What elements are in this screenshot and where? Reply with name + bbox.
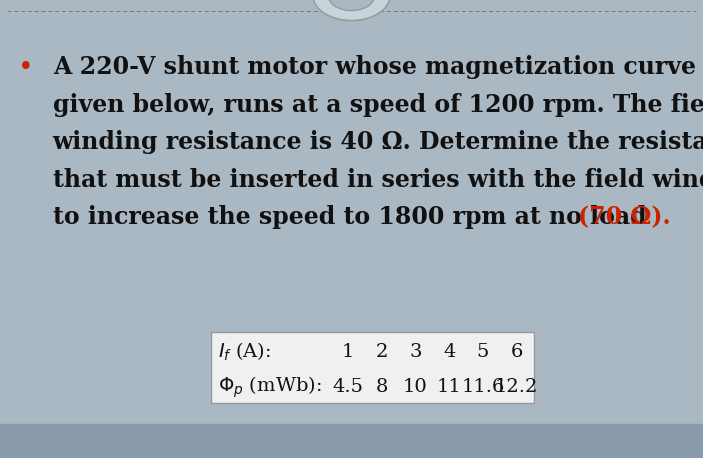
Text: 11.6: 11.6: [461, 378, 505, 397]
Text: •: •: [18, 55, 33, 80]
Text: 3: 3: [409, 343, 422, 361]
Text: 11: 11: [437, 378, 462, 397]
FancyBboxPatch shape: [211, 332, 534, 403]
Text: 5: 5: [477, 343, 489, 361]
Text: 6: 6: [510, 343, 523, 361]
Text: that must be inserted in series with the field winding: that must be inserted in series with the…: [53, 168, 703, 191]
Text: 1: 1: [342, 343, 354, 361]
Text: 4.5: 4.5: [333, 378, 363, 397]
Circle shape: [328, 0, 375, 11]
Text: A 220-V shunt motor whose magnetization curve is: A 220-V shunt motor whose magnetization …: [53, 55, 703, 79]
Text: 8: 8: [375, 378, 388, 397]
Text: winding resistance is 40 Ω. Determine the resistance: winding resistance is 40 Ω. Determine th…: [53, 130, 703, 154]
Text: 4: 4: [443, 343, 456, 361]
Text: 10: 10: [403, 378, 428, 397]
Text: (70 Ω).: (70 Ω).: [578, 205, 671, 229]
Text: $\mathit{\Phi_p}$ (mWb):: $\mathit{\Phi_p}$ (mWb):: [218, 375, 321, 400]
Circle shape: [313, 0, 390, 21]
FancyBboxPatch shape: [0, 424, 703, 458]
Text: 2: 2: [375, 343, 388, 361]
Text: $\mathit{I_f}$ (A):: $\mathit{I_f}$ (A):: [218, 341, 271, 363]
Text: given below, runs at a speed of 1200 rpm. The field-: given below, runs at a speed of 1200 rpm…: [53, 93, 703, 116]
Text: 12.2: 12.2: [495, 378, 538, 397]
Text: to increase the speed to 1800 rpm at no load: to increase the speed to 1800 rpm at no …: [53, 205, 654, 229]
